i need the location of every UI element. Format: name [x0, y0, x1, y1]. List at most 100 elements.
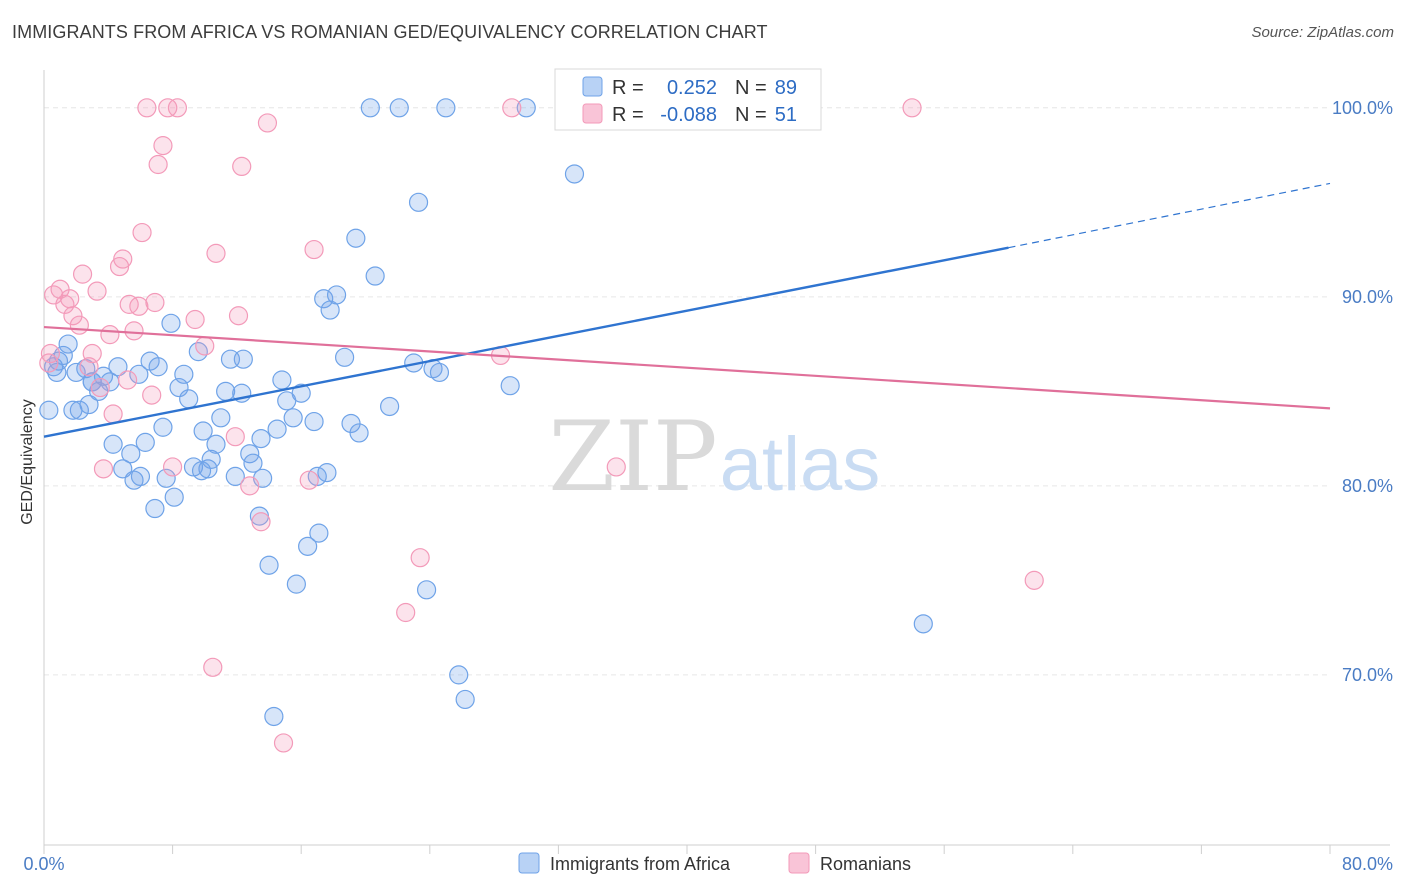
point-africa — [346, 228, 366, 248]
point-africa — [225, 466, 245, 487]
point-africa — [416, 580, 437, 600]
point-africa — [216, 381, 236, 401]
point-africa — [103, 434, 123, 454]
point-romanians — [117, 370, 138, 390]
point-africa — [161, 313, 181, 333]
point-romanians — [410, 548, 430, 568]
point-africa — [365, 266, 385, 286]
point-romanians — [299, 470, 319, 490]
point-africa — [153, 417, 173, 437]
source-label: Source: ZipAtlas.com — [1251, 24, 1394, 41]
point-romanians — [185, 309, 205, 330]
x-tick-labels: 0.0% 80.0% — [23, 854, 1393, 874]
point-romanians — [273, 733, 294, 753]
point-africa — [380, 396, 400, 417]
y-tick-labels: 70.0% 80.0% 90.0% 100.0% — [1332, 98, 1393, 685]
point-romanians — [228, 306, 249, 326]
point-africa — [335, 347, 355, 367]
stats-r-label-africa: R = — [612, 77, 644, 99]
point-africa — [148, 357, 168, 377]
point-africa — [58, 334, 78, 354]
point-africa — [108, 357, 128, 377]
y-tick-label: 90.0% — [1342, 287, 1393, 307]
point-africa — [304, 411, 324, 432]
point-africa — [913, 614, 933, 634]
point-africa — [389, 98, 409, 118]
point-romanians — [502, 98, 522, 118]
point-romanians — [142, 385, 162, 405]
point-africa — [564, 164, 585, 184]
point-africa — [179, 389, 199, 409]
trend-line-africa — [43, 246, 1009, 438]
point-romanians — [82, 343, 102, 364]
point-romanians — [225, 427, 245, 447]
point-africa — [206, 434, 226, 454]
point-romanians — [240, 476, 260, 496]
point-africa — [516, 98, 536, 118]
point-africa — [436, 98, 456, 118]
axes — [43, 70, 1390, 854]
point-africa — [69, 400, 89, 420]
point-africa — [298, 536, 318, 556]
stats-swatch-romanians — [582, 103, 603, 124]
point-romanians — [145, 292, 165, 313]
point-romanians — [251, 512, 271, 532]
point-africa — [39, 400, 59, 420]
point-romanians — [148, 154, 168, 175]
point-africa — [121, 444, 141, 464]
point-romanians — [72, 264, 93, 284]
point-africa — [429, 362, 450, 383]
y-axis-label: GED/Equivalency — [19, 399, 36, 524]
point-romanians — [902, 98, 922, 118]
point-africa — [267, 419, 287, 439]
point-romanians — [153, 136, 173, 156]
point-africa — [130, 466, 151, 487]
point-africa — [135, 432, 155, 452]
stats-r-africa: 0.252 — [667, 77, 717, 99]
point-africa — [449, 665, 469, 685]
point-romanians — [1024, 570, 1044, 590]
point-romanians — [132, 222, 152, 243]
point-romanians — [100, 325, 120, 345]
point-africa — [283, 408, 303, 428]
point-romanians — [206, 243, 226, 263]
point-africa — [174, 364, 194, 384]
point-romanians — [304, 239, 324, 260]
point-romanians — [232, 156, 252, 177]
point-romanians — [167, 98, 188, 118]
point-romanians — [119, 294, 139, 314]
point-romanians — [606, 457, 626, 477]
point-africa — [79, 394, 99, 415]
point-africa — [259, 555, 279, 575]
point-romanians — [90, 377, 110, 398]
point-africa — [251, 428, 271, 449]
point-africa — [156, 468, 176, 488]
x-tick-label: 80.0% — [1342, 854, 1393, 874]
point-romanians — [124, 321, 144, 341]
point-africa — [113, 459, 133, 479]
point-africa — [129, 364, 149, 384]
point-africa — [243, 453, 263, 473]
series-legend: Immigrants from Africa Romanians — [518, 852, 911, 874]
stats-n-label-romanians: N = — [735, 104, 767, 126]
point-africa — [360, 98, 380, 118]
point-africa — [145, 498, 165, 519]
point-romanians — [40, 343, 61, 364]
point-romanians — [163, 457, 183, 477]
x-tick-label: 0.0% — [23, 854, 64, 874]
point-africa — [193, 421, 213, 441]
legend-label-romanians: Romanians — [820, 854, 911, 874]
watermark-atlas: atlas — [720, 422, 881, 507]
point-africa — [211, 408, 231, 428]
point-romanians — [158, 98, 178, 118]
point-romanians — [63, 306, 83, 326]
y-tick-label: 80.0% — [1342, 476, 1393, 496]
watermark: ZIP atlas — [548, 401, 880, 513]
point-romanians — [203, 657, 223, 677]
point-africa — [326, 285, 347, 305]
point-africa — [500, 376, 520, 396]
point-romanians — [87, 281, 107, 301]
stats-n-romanians: 51 — [775, 104, 797, 126]
stats-n-label-africa: N = — [735, 77, 767, 99]
point-romanians — [69, 315, 89, 335]
